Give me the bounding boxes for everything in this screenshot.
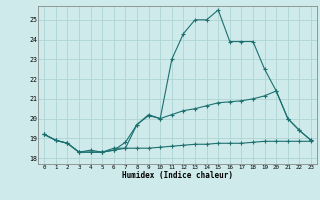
X-axis label: Humidex (Indice chaleur): Humidex (Indice chaleur) bbox=[122, 171, 233, 180]
